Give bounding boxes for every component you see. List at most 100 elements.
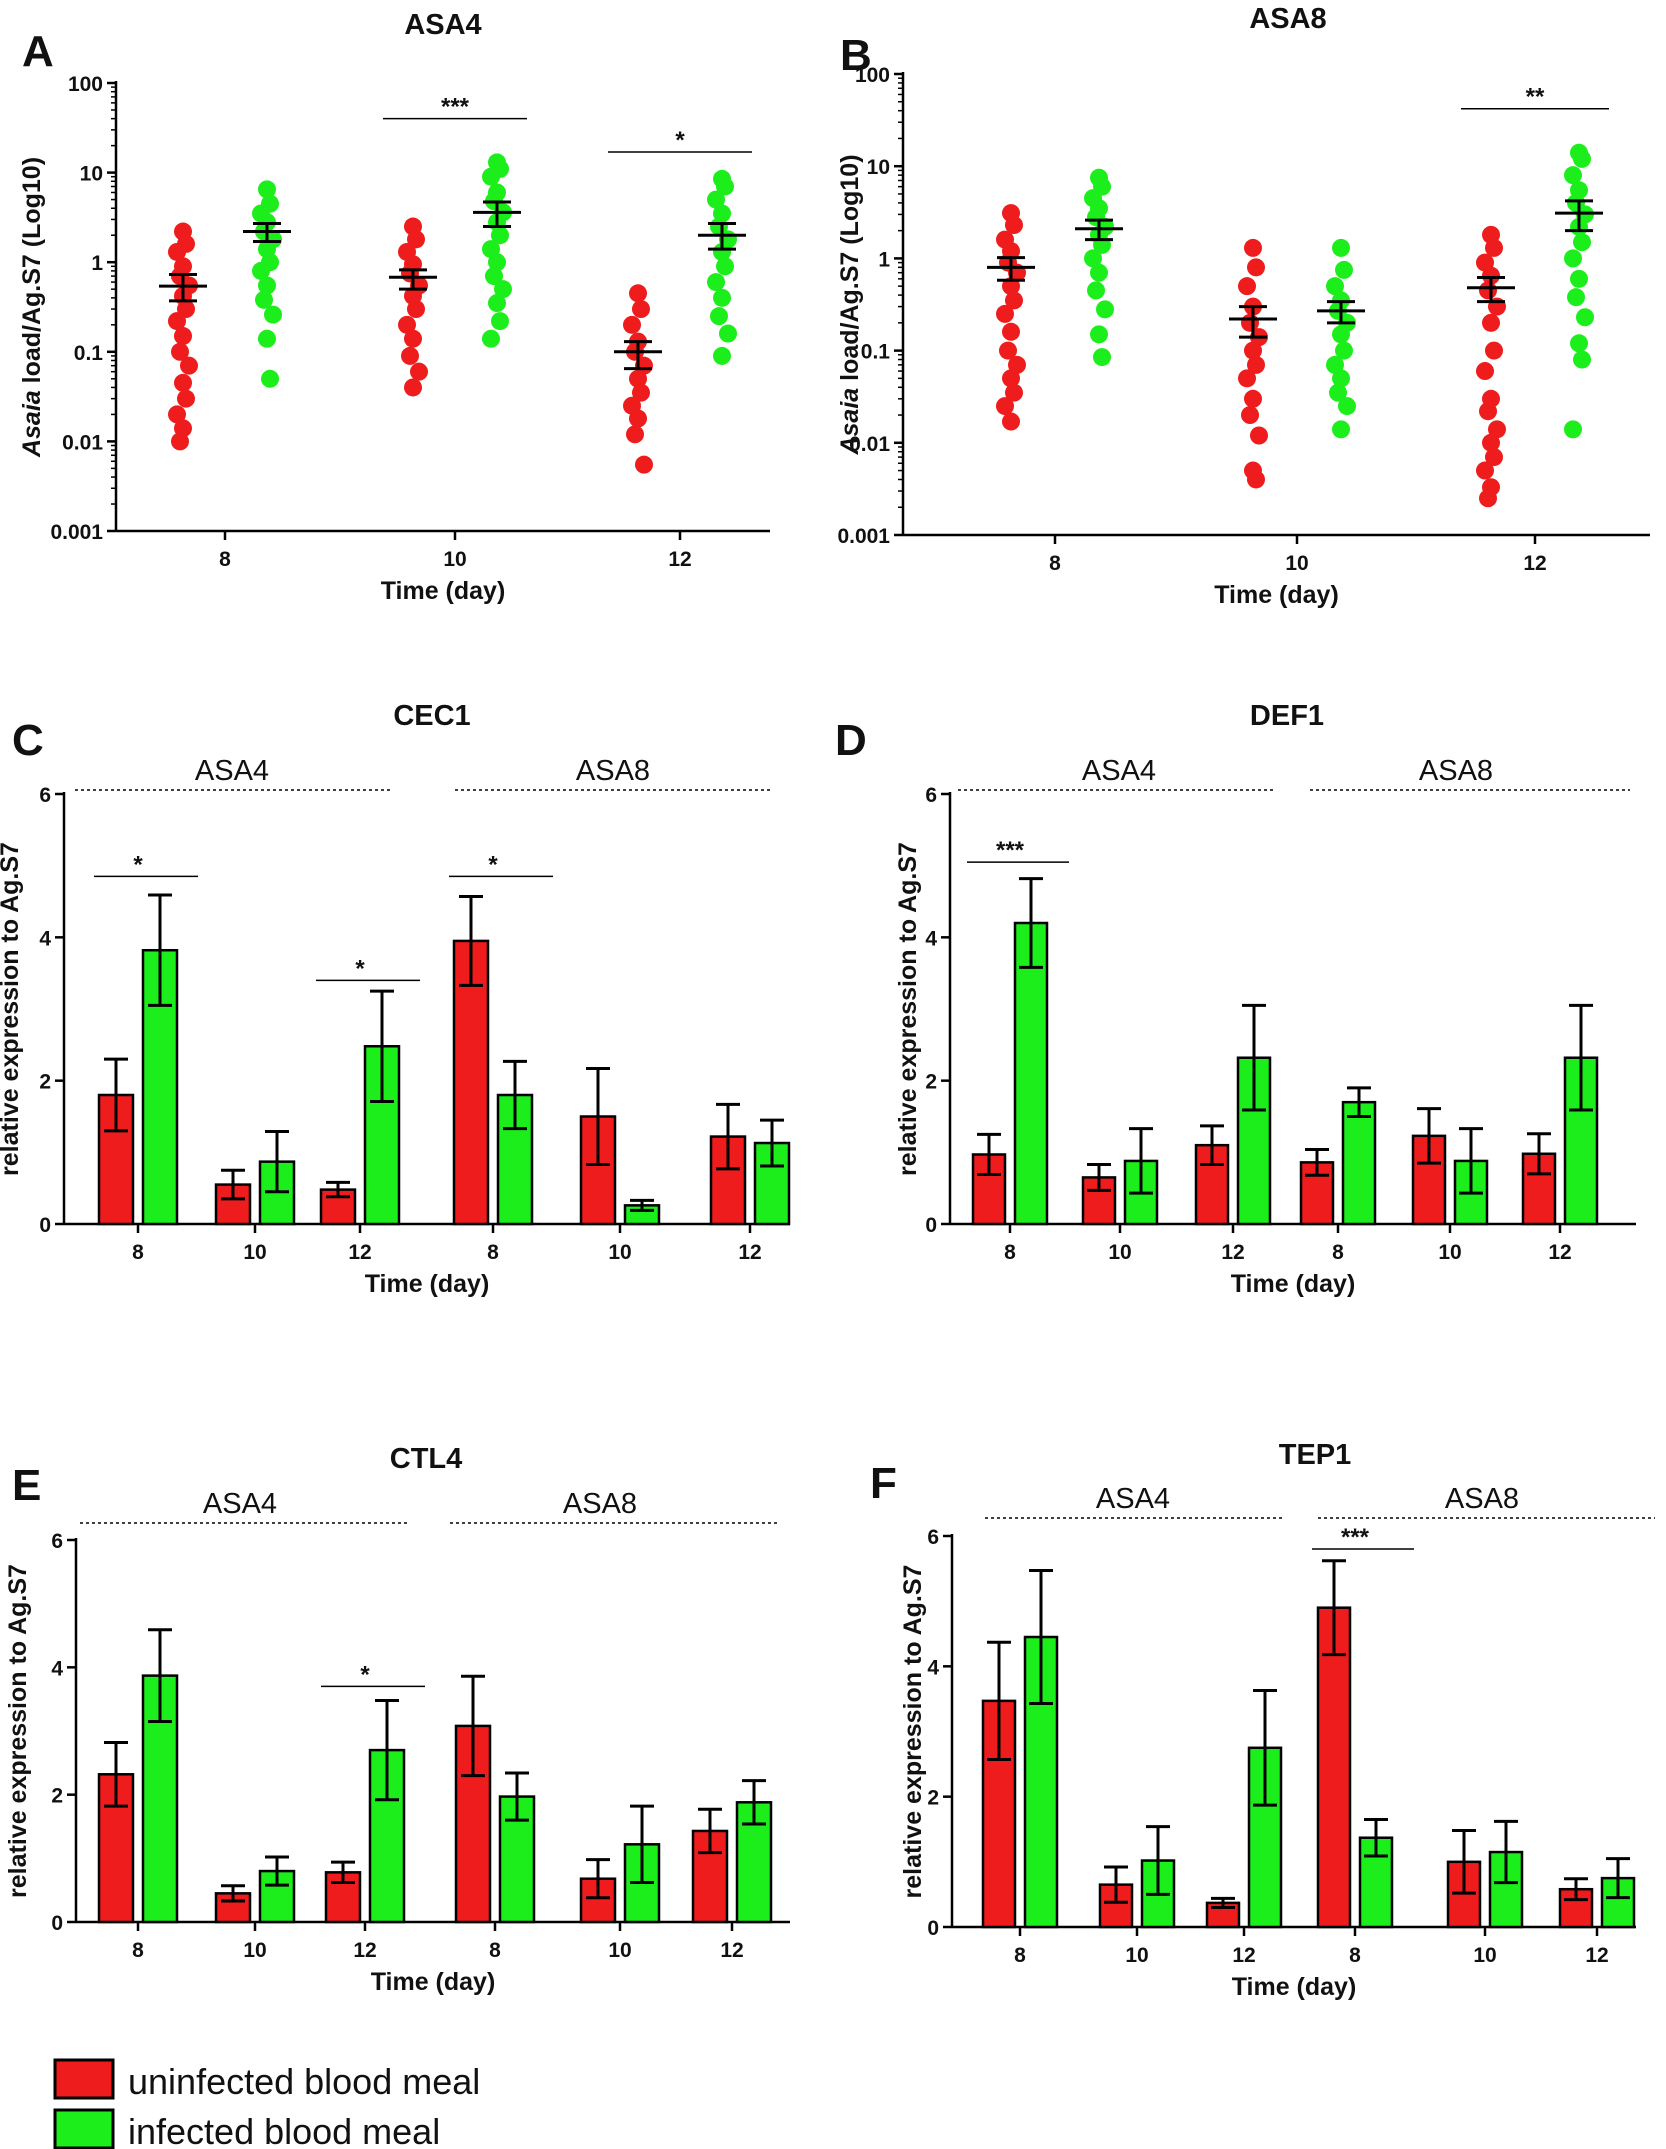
group-label-asa8: ASA8 [1419,755,1493,787]
y-tick-label: 0.01 [849,433,890,456]
figure-legend: uninfected blood meal infected blood mea… [53,2058,480,2149]
data-point [174,373,192,392]
data-point [1573,350,1591,369]
data-point [1338,397,1356,416]
x-tick-label: 12 [738,1241,761,1264]
legend-swatch-infected [53,2108,115,2149]
group-label-asa4: ASA4 [1082,755,1156,787]
data-point [171,432,189,451]
significance-label: * [675,127,685,154]
y-tick-label: 10 [80,163,103,186]
x-tick-label: 10 [1108,1241,1131,1264]
y-tick-label: 0.001 [837,525,890,548]
significance-label: *** [441,94,470,121]
x-tick-label: 8 [132,1241,144,1264]
data-point [485,267,503,286]
significance-label: * [488,851,498,878]
data-point [1479,281,1497,300]
y-tick-label: 0.1 [861,341,891,364]
data-point [1573,233,1591,252]
panel-letter-b: B [840,31,872,80]
data-point [488,294,506,313]
panel-letter-c: C [12,716,44,765]
y-axis-label-rest: load/Ag.S7 (Log10) [836,154,864,387]
significance-label: * [133,851,143,878]
data-point [1090,325,1108,344]
data-point [1482,313,1500,332]
chart-title-f: TEP1 [1279,1439,1352,1471]
data-point [174,327,192,346]
x-tick-label: 12 [353,1939,376,1962]
y-tick-label: 0 [51,1912,63,1935]
data-point [1485,341,1503,360]
data-point [632,300,650,319]
data-point [482,167,500,186]
panel-letter-d: D [835,716,867,765]
data-point [713,288,731,307]
data-point [1096,300,1114,319]
data-point [629,284,647,303]
data-point [1332,369,1350,388]
data-point [1247,355,1265,374]
y-axis-label-a: Asaia load/Ag.S7 (Log10) [18,157,46,458]
data-point [398,315,416,334]
group-label-asa8: ASA8 [576,755,650,787]
data-point [1005,383,1023,402]
x-tick-label: 8 [487,1241,499,1264]
bar [141,948,179,1226]
y-tick-label: 100 [68,73,103,96]
data-point [1087,281,1105,300]
data-point [1479,489,1497,508]
data-point [258,276,276,295]
x-tick-label: 8 [1349,1944,1361,1967]
y-axis-label-b: Asaia load/Ag.S7 (Log10) [836,154,864,455]
data-point [177,389,195,408]
y-axis-label-d: relative expression to Ag.S7 [894,842,922,1176]
data-point [1247,470,1265,489]
data-point [252,261,270,280]
data-point [707,273,725,292]
y-tick-label: 0.1 [74,342,104,365]
bar [1341,1100,1377,1226]
y-tick-label: 2 [51,1785,63,1808]
x-tick-label: 8 [1014,1944,1026,1967]
data-point [1332,420,1350,439]
data-point [1564,249,1582,268]
x-tick-label: 10 [1125,1944,1148,1967]
data-point [168,242,186,261]
data-point [404,378,422,397]
data-point [999,341,1017,360]
data-point [719,324,737,343]
panel-letter-f: F [870,1459,897,1508]
significance-label: * [355,955,365,982]
data-point [1488,420,1506,439]
data-point [1090,263,1108,282]
data-point [1002,412,1020,431]
chart-title-c: CEC1 [393,700,470,732]
chart-title-a: ASA4 [404,9,481,41]
data-point [623,315,641,334]
x-axis-label-c: Time (day) [365,1270,490,1298]
data-point [1247,258,1265,277]
data-point [1093,348,1111,367]
group-label-asa8: ASA8 [1445,1483,1519,1515]
significance-label: *** [1341,1524,1370,1551]
x-tick-label: 12 [1523,552,1546,575]
data-point [1244,238,1262,257]
data-point [632,383,650,402]
x-tick-label: 8 [219,548,231,571]
x-tick-label: 8 [132,1939,144,1962]
significance-label: ** [1526,84,1545,111]
x-tick-label: 10 [1285,552,1308,575]
y-tick-label: 100 [855,64,890,87]
data-point [1485,238,1503,257]
panel-e: E CTL4 0 2 4 6 8 10 12 8 10 12 Time (day) relative ex… [4,1443,790,1996]
significance-label: * [360,1661,370,1688]
x-tick-label: 8 [1004,1241,1016,1264]
data-point [1570,334,1588,353]
panel-letter-a: A [22,27,54,76]
data-point [1335,341,1353,360]
x-tick-label: 8 [1049,552,1061,575]
